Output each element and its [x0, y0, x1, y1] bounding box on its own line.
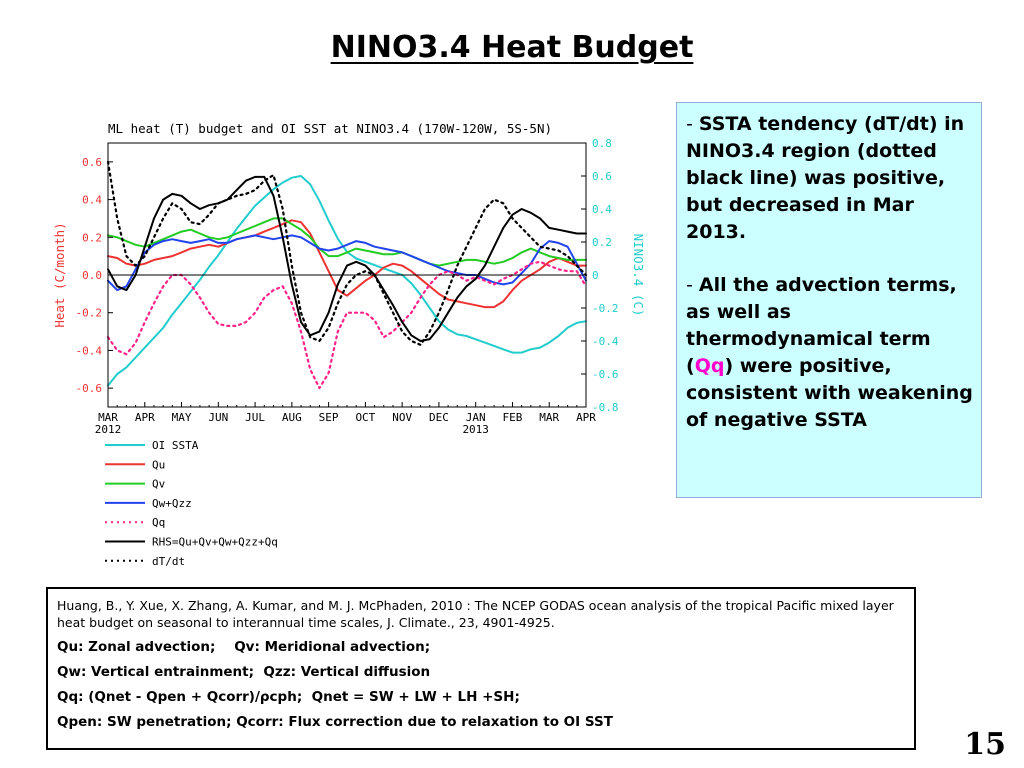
series-line-rhs-qu-qv-qw-qzz-qq: [107, 175, 587, 342]
left-tick-label: 0.2: [82, 231, 102, 244]
x-tick-label: NOV: [392, 411, 412, 424]
x-tick-label: AUG: [282, 411, 302, 424]
right-tick-label: 0: [592, 269, 599, 282]
left-tick-label: -0.4: [76, 344, 103, 357]
right-tick-label: 0.2: [592, 236, 612, 249]
x-tick-label: SEP: [319, 411, 339, 424]
left-tick-label: 0.4: [82, 194, 102, 207]
summary-box: - SSTA tendency (dT/dt) in NINO3.4 regio…: [676, 102, 982, 498]
legend-label-dt-dt: dT/dt: [152, 555, 185, 568]
right-tick-label: -0.6: [592, 368, 619, 381]
right-tick-label: 0.4: [592, 203, 612, 216]
x-year-label: 2013: [462, 423, 489, 436]
series-line-qv: [107, 217, 587, 267]
x-tick-label: OCT: [355, 411, 375, 424]
bullet-ssta-tendency: - SSTA tendency (dT/dt) in NINO3.4 regio…: [686, 113, 965, 243]
x-tick-label: MAY: [172, 411, 192, 424]
legend-label-qq: Qq: [152, 516, 165, 529]
reference-box: Huang, B., Y. Xue, X. Zhang, A. Kumar, a…: [46, 587, 916, 750]
x-tick-label: JUN: [208, 411, 228, 424]
left-tick-label: 0.0: [82, 269, 102, 282]
series-line-qu: [107, 219, 587, 309]
right-tick-label: -0.4: [592, 335, 619, 348]
slide-title: NINO3.4 Heat Budget: [330, 30, 694, 65]
x-tick-label: DEC: [429, 411, 449, 424]
x-tick-label: FEB: [503, 411, 523, 424]
left-axis-title: Heat (C/month): [52, 222, 67, 327]
right-axis-title: NINO3.4 (C): [631, 234, 646, 317]
left-tick-label: 0.6: [82, 156, 102, 169]
left-tick-label: -0.6: [76, 382, 103, 395]
x-tick-label: JAN: [466, 411, 486, 424]
definition-qq: Qq: (Qnet - Qpen + Qcorr)/ρcph; Qnet = S…: [57, 689, 520, 705]
x-tick-label: APR: [135, 411, 155, 424]
qq-term: Qq: [694, 355, 725, 377]
right-tick-label: -0.8: [592, 401, 619, 414]
series-line-qq: [106, 260, 588, 390]
legend: OI SSTA Qu Qv Qw+Qzz Qq RHS=Qu+Qv+Qw+Qzz+Qq dT…: [105, 439, 278, 568]
citation: Huang, B., Y. Xue, X. Zhang, A. Kumar, a…: [57, 598, 894, 630]
page-number: 15: [964, 727, 1006, 762]
legend-label-qw-qzz: Qw+Qzz: [152, 497, 192, 510]
series-line-qw-qzz: [107, 234, 587, 292]
definition-qpen-qcorr: Qpen: SW penetration; Qcorr: Flux correc…: [57, 714, 613, 730]
x-tick-label: JUL: [245, 411, 265, 424]
bullet-advection-terms: - All the advection terms, as well as th…: [686, 274, 973, 431]
plot-area: [106, 160, 588, 390]
right-tick-label: 0.6: [592, 170, 612, 183]
legend-label-oi-ssta: OI SSTA: [152, 439, 199, 452]
legend-label-qu: Qu: [152, 458, 165, 471]
axes: 0.6 0.4 0.2 0.0 -0.2 -0.4 -0.6 0.8 0.6 0.4 0.2 0 -0.…: [52, 137, 646, 436]
legend-label-qv: Qv: [152, 478, 166, 491]
right-tick-label: -0.2: [592, 302, 619, 315]
definition-qu-qv: Qu: Zonal advection; Qv: Meridional adve…: [57, 639, 431, 655]
right-tick-label: 0.8: [592, 137, 612, 150]
definition-qw-qzz: Qw: Vertical entrainment; Qzz: Vertical …: [57, 664, 431, 680]
legend-label-rhs-qu-qv-qw-qzz-qq: RHS=Qu+Qv+Qw+Qzz+Qq: [152, 536, 278, 549]
series-line-dt-dt: [106, 160, 588, 346]
x-tick-label: APR: [576, 411, 596, 424]
chart-title: ML heat (T) budget and OI SST at NINO3.4…: [108, 121, 552, 136]
x-year-label: 2012: [95, 423, 122, 436]
left-tick-label: -0.2: [76, 307, 103, 320]
x-tick-label: MAR: [98, 411, 118, 424]
x-tick-label: MAR: [539, 411, 559, 424]
heat-budget-chart: ML heat (T) budget and OI SST at NINO3.4…: [52, 121, 646, 568]
